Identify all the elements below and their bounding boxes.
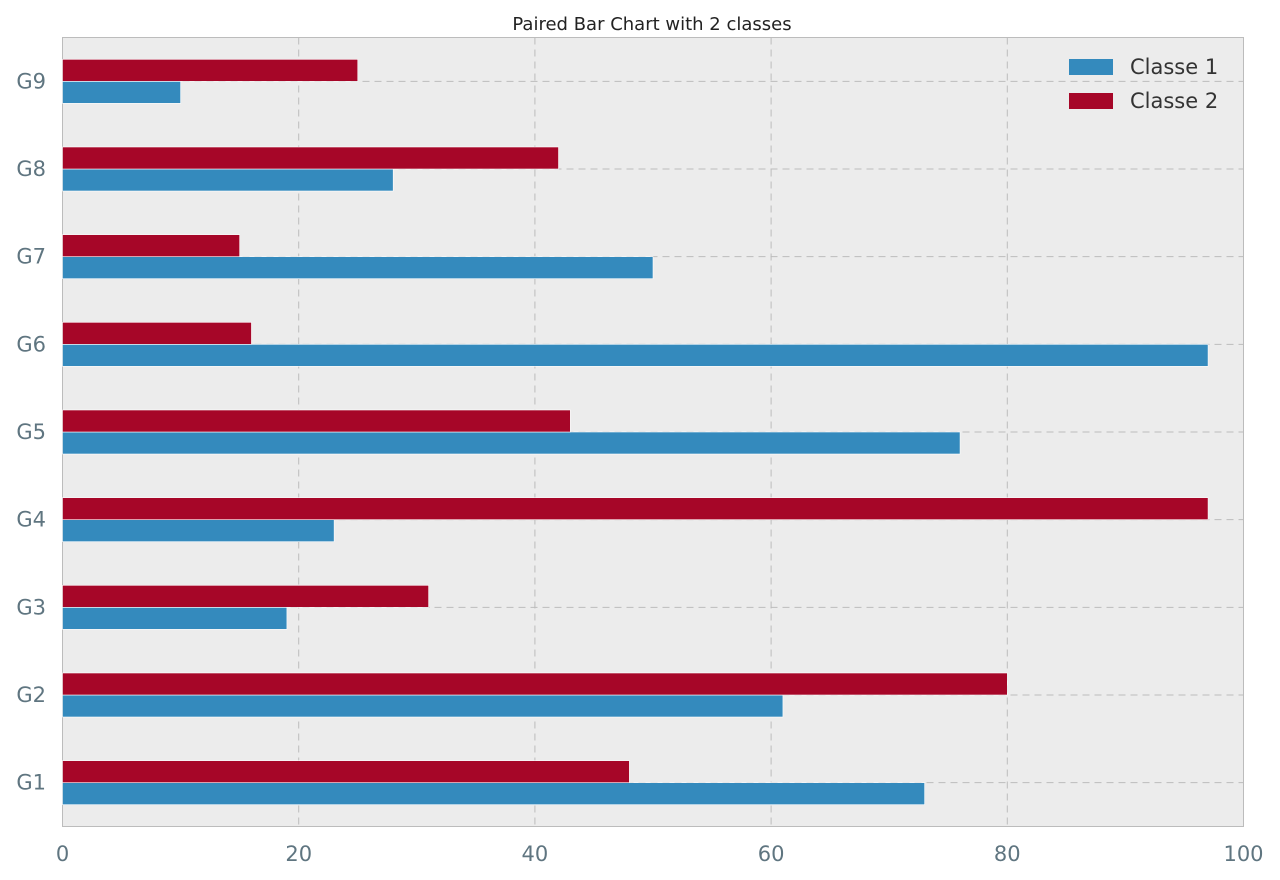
x-tick-label: 80 bbox=[994, 842, 1021, 866]
bar-classe-2-g3 bbox=[62, 585, 429, 608]
y-tick-label: G9 bbox=[16, 69, 46, 93]
bar-classe-2-g6 bbox=[62, 322, 252, 345]
legend-swatch bbox=[1069, 93, 1113, 109]
bar-classe-2-g4 bbox=[62, 497, 1209, 520]
y-tick-label: G3 bbox=[16, 595, 46, 619]
bar-classe-2-g1 bbox=[62, 760, 630, 783]
bar-classe-2-g9 bbox=[62, 59, 359, 82]
chart-title: Paired Bar Chart with 2 classes bbox=[512, 14, 791, 35]
legend: Classe 1 Classe 2 bbox=[1069, 55, 1218, 113]
bar-classe-1-g4 bbox=[62, 519, 335, 542]
x-tick-label: 60 bbox=[758, 842, 785, 866]
legend-swatch bbox=[1069, 59, 1113, 75]
y-tick-label: G7 bbox=[16, 245, 46, 269]
y-tick-label: G8 bbox=[16, 157, 46, 181]
bar-classe-1-g5 bbox=[62, 431, 961, 455]
x-tick-label: 100 bbox=[1223, 842, 1263, 866]
bar-classe-2-g7 bbox=[62, 234, 240, 257]
bar-classe-1-g9 bbox=[62, 81, 181, 104]
y-tick-label: G1 bbox=[16, 771, 46, 795]
x-axis: 0 20 40 60 80 100 bbox=[56, 842, 1264, 866]
bar-classe-1-g6 bbox=[62, 344, 1209, 367]
bar-classe-1-g1 bbox=[62, 782, 925, 805]
bar-classe-2-g2 bbox=[62, 672, 1008, 696]
legend-label: Classe 2 bbox=[1130, 89, 1218, 113]
bar-classe-1-g7 bbox=[62, 256, 654, 279]
bar-classe-1-g2 bbox=[62, 694, 784, 718]
y-tick-label: G6 bbox=[16, 332, 46, 356]
bar-classe-1-g8 bbox=[62, 168, 394, 192]
bars bbox=[62, 59, 1209, 805]
bar-classe-1-g3 bbox=[62, 607, 288, 630]
legend-label: Classe 1 bbox=[1130, 55, 1218, 79]
y-tick-label: G4 bbox=[16, 508, 46, 532]
bar-classe-2-g8 bbox=[62, 146, 559, 170]
y-tick-label: G5 bbox=[16, 420, 46, 444]
y-axis: G1 G2 G3 G4 G5 G6 G7 G8 G9 bbox=[16, 69, 46, 794]
x-tick-label: 0 bbox=[56, 842, 69, 866]
x-tick-label: 20 bbox=[285, 842, 312, 866]
x-tick-label: 40 bbox=[522, 842, 549, 866]
y-tick-label: G2 bbox=[16, 683, 46, 707]
bar-classe-2-g5 bbox=[62, 409, 571, 433]
